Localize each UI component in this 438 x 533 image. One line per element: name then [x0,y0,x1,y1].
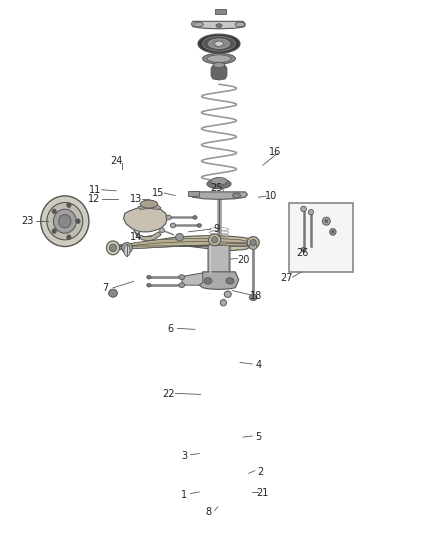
Ellipse shape [308,209,314,215]
Ellipse shape [211,177,227,185]
Text: 6: 6 [168,325,174,334]
Ellipse shape [147,275,151,279]
Text: 1: 1 [181,490,187,499]
Ellipse shape [166,215,171,220]
Polygon shape [138,204,161,209]
Polygon shape [191,192,247,199]
Ellipse shape [208,234,221,246]
Bar [215,9,226,14]
Ellipse shape [110,244,117,252]
Ellipse shape [207,55,231,62]
Text: 27: 27 [281,273,293,283]
Ellipse shape [212,237,218,243]
Ellipse shape [213,62,225,68]
Ellipse shape [109,289,117,297]
Ellipse shape [193,215,197,219]
Text: 13: 13 [130,195,142,204]
Text: 16: 16 [269,147,281,157]
Ellipse shape [208,39,230,49]
Ellipse shape [198,34,240,53]
Text: 8: 8 [205,507,211,516]
Polygon shape [118,238,252,249]
Ellipse shape [106,241,120,255]
Text: 20: 20 [237,255,249,264]
Ellipse shape [202,36,236,51]
Ellipse shape [52,229,57,233]
Text: 15: 15 [152,188,164,198]
Ellipse shape [147,284,151,287]
Polygon shape [199,272,239,289]
Text: 18: 18 [250,291,262,301]
Text: 10: 10 [265,191,277,201]
Text: 12: 12 [88,195,100,204]
Ellipse shape [233,193,240,198]
Text: 21: 21 [257,488,269,498]
Ellipse shape [47,203,83,240]
Ellipse shape [159,228,165,232]
Ellipse shape [140,200,158,208]
Text: 25: 25 [211,183,223,192]
Text: 22: 22 [162,390,175,399]
Text: 26: 26 [296,248,308,258]
Ellipse shape [224,291,231,297]
Ellipse shape [235,22,245,27]
Ellipse shape [197,224,201,227]
Ellipse shape [52,209,57,214]
Ellipse shape [300,206,306,212]
Ellipse shape [76,219,80,224]
Text: 14: 14 [130,232,142,242]
Text: 7: 7 [102,283,108,293]
Ellipse shape [220,300,226,306]
Polygon shape [182,273,203,285]
Ellipse shape [176,233,184,241]
Ellipse shape [249,294,257,301]
Polygon shape [208,244,230,274]
Ellipse shape [301,247,306,252]
Ellipse shape [204,278,212,284]
Ellipse shape [249,243,257,249]
Polygon shape [134,230,161,241]
Ellipse shape [247,237,259,248]
Polygon shape [124,207,167,232]
Ellipse shape [329,229,336,236]
Polygon shape [211,65,227,80]
Polygon shape [191,21,245,29]
Ellipse shape [179,275,184,279]
Text: 5: 5 [255,432,261,442]
Ellipse shape [226,278,234,284]
Ellipse shape [216,23,222,27]
Bar [289,203,353,272]
Ellipse shape [67,203,71,207]
Ellipse shape [59,214,71,228]
Ellipse shape [250,240,256,245]
Ellipse shape [41,196,89,246]
Text: 11: 11 [89,185,102,195]
Text: 2: 2 [258,467,264,477]
Ellipse shape [122,243,132,253]
Ellipse shape [179,282,184,288]
Ellipse shape [322,217,330,225]
Ellipse shape [202,53,236,64]
Text: 4: 4 [255,360,261,370]
Ellipse shape [325,220,328,223]
Ellipse shape [215,41,223,46]
Polygon shape [188,191,199,196]
Ellipse shape [332,231,334,233]
Ellipse shape [124,245,130,256]
Ellipse shape [53,209,76,233]
Ellipse shape [170,223,176,228]
Ellipse shape [67,235,71,240]
Text: 3: 3 [181,451,187,461]
Text: 24: 24 [110,156,122,166]
Text: 23: 23 [21,216,33,226]
Polygon shape [113,236,253,251]
Ellipse shape [207,179,231,189]
Ellipse shape [194,22,203,27]
Text: 9: 9 [214,224,220,234]
